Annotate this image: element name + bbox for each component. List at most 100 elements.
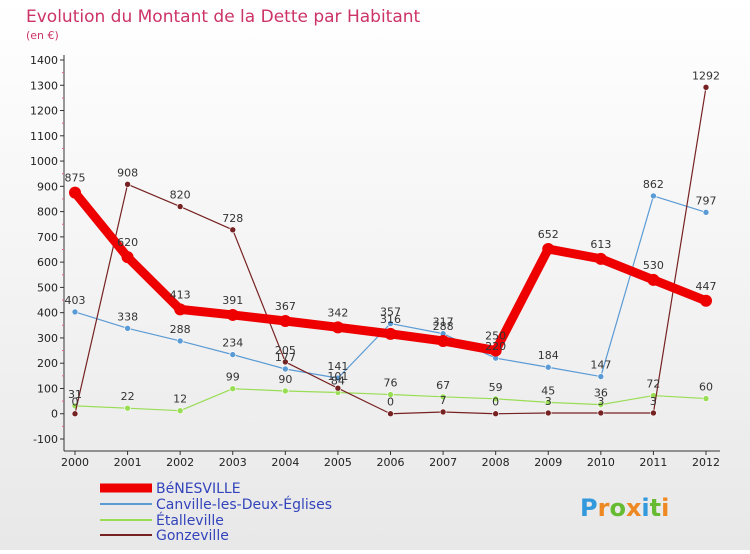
data-point [650,409,657,417]
data-point [229,351,237,358]
y-tick-label: 1000 [30,155,58,168]
y-tick-label: 1200 [30,105,58,118]
data-label: 0 [72,396,79,409]
y-tick-label: -100 [33,433,58,446]
data-label: 250 [485,330,506,343]
series-lines [69,83,712,418]
data-label: 862 [643,178,664,191]
y-tick-label: 100 [37,382,58,395]
y-tick-label: 900 [37,180,58,193]
data-point [544,363,552,371]
series-line [74,86,707,415]
data-label: 60 [699,381,713,394]
data-label: 234 [222,337,243,350]
data-label: 31 [68,388,82,401]
data-label: 99 [226,371,240,384]
data-point [69,186,81,199]
data-label: 820 [170,189,191,202]
data-label: 367 [275,300,296,313]
series-line [74,195,707,379]
data-label: 342 [327,306,348,319]
x-tick-label: 2001 [114,456,142,469]
data-label: 288 [170,323,191,336]
x-tick-label: 2008 [482,456,510,469]
data-point [334,384,342,392]
data-point [594,252,607,265]
data-label: 22 [121,390,135,403]
logo-letter: r [598,494,610,522]
data-label: 317 [433,316,454,329]
data-label: 447 [696,280,717,293]
data-label: 413 [170,288,191,301]
data-point [439,393,447,401]
logo-text: Proxiti [580,494,669,522]
data-label: 652 [538,228,559,241]
data-point [176,407,184,415]
data-point [387,391,394,398]
x-tick-label: 2003 [219,456,247,469]
data-label: 76 [384,377,398,390]
x-tick-label: 2009 [534,456,562,469]
data-label: 875 [65,172,86,185]
x-tick-label: 2000 [61,456,89,469]
data-point [387,320,394,327]
y-tick-label: 400 [37,307,58,320]
legend: BéNESVILLECanville-les-Deux-ÉglisesÉtall… [100,481,332,544]
y-tick-label: 1300 [30,79,58,92]
data-point [176,203,184,210]
data-label: 7 [440,394,447,407]
data-point [124,181,131,188]
data-point [647,273,660,286]
data-point [334,374,342,382]
data-point [597,409,605,417]
data-label: 3 [545,395,552,408]
data-label: 728 [222,212,243,225]
data-label: 220 [485,340,506,353]
data-point [124,325,131,332]
data-label: 36 [594,387,608,400]
data-point [384,327,397,340]
data-label: 316 [380,313,401,326]
data-point [124,404,131,412]
data-label: 338 [117,310,138,323]
data-point [597,373,605,380]
data-label: 45 [541,384,555,397]
data-point [121,251,134,264]
data-point [282,387,289,395]
data-label: 205 [275,344,296,357]
data-point [282,358,289,366]
data-point [700,294,712,307]
data-label: 613 [590,238,611,251]
x-tick-label: 2002 [166,456,194,469]
data-point [282,365,289,373]
x-tick-label: 2006 [377,456,405,469]
data-point [702,209,710,216]
logo-letter: x [626,494,642,522]
proxiti-logo: Proxiti [580,494,669,522]
data-point [492,395,499,403]
y-tick-label: 700 [37,231,58,244]
data-point [226,308,239,321]
logo-letter: P [580,494,598,522]
x-tick-label: 2005 [324,456,352,469]
data-point [650,192,657,200]
x-tick-label: 2011 [639,456,667,469]
data-label: 3 [650,395,657,408]
data-point [437,334,450,347]
data-label: 288 [433,320,454,333]
data-label: 0 [492,396,499,409]
y-tick-label: 600 [37,256,58,269]
data-point [702,395,710,402]
data-label: 357 [380,306,401,319]
data-label: 184 [538,349,559,362]
logo-letter: i [661,494,669,522]
data-label: 67 [436,379,450,392]
data-label: 530 [643,259,664,272]
y-tick-label: 0 [51,408,58,421]
logo-letter: t [650,494,661,522]
data-label: 391 [222,294,243,307]
data-label: 403 [65,294,86,307]
